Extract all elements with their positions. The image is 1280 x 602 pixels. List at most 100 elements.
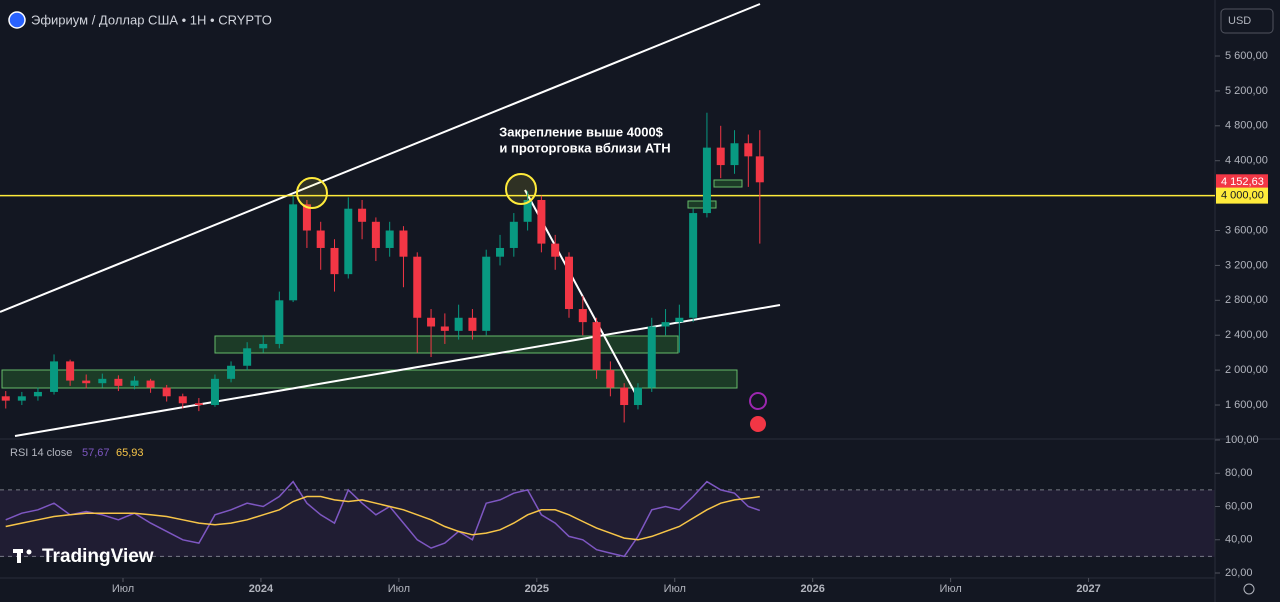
annotation: и проторговка вблизи ATH: [499, 140, 670, 155]
candle-body: [661, 322, 670, 327]
candle-body: [302, 204, 311, 231]
rsi-tick-label: 60,00: [1225, 500, 1253, 512]
candle-body: [592, 322, 601, 371]
candle-body: [316, 230, 325, 248]
candle-body: [66, 361, 75, 381]
candle-body: [730, 143, 739, 166]
candle-body: [537, 199, 546, 244]
candle-body: [82, 380, 91, 384]
candle-body: [564, 256, 573, 310]
candle-body: [385, 230, 394, 248]
candle-body: [702, 147, 711, 214]
x-tick-label: 2026: [800, 583, 824, 595]
x-tick-label: Июл: [112, 583, 134, 595]
candle-body: [689, 213, 698, 318]
zone: [687, 200, 717, 209]
candle-body: [606, 370, 615, 388]
candle-body: [509, 221, 518, 248]
highlight-circle: [296, 177, 328, 209]
rsi-ma-value: 65,93: [116, 447, 144, 459]
x-tick-label: Июл: [664, 583, 686, 595]
candle-body: [194, 403, 203, 406]
candle-body: [578, 309, 587, 323]
candle-body: [427, 317, 436, 327]
event-icon[interactable]: [749, 392, 767, 410]
candle-body: [275, 300, 284, 344]
y-tick-label: 2 800,00: [1225, 294, 1268, 306]
candle-body: [17, 396, 26, 401]
candle-body: [210, 378, 219, 406]
candle-body: [620, 387, 629, 406]
currency-button[interactable]: [1220, 8, 1274, 34]
x-tick-label: 2024: [249, 583, 274, 595]
candle-body: [482, 256, 491, 331]
candle-body: [146, 380, 155, 388]
candle-body: [330, 247, 339, 275]
candle-body: [162, 387, 171, 397]
candle-body: [399, 230, 408, 257]
highlight-circle: [505, 173, 537, 205]
last-price-tag-label: 4 152,63: [1221, 176, 1264, 188]
candle-body: [33, 391, 42, 397]
candle-body: [227, 365, 236, 379]
level-tag-label: 4 000,00: [1221, 190, 1264, 202]
candle-body: [344, 208, 353, 275]
candle-body: [551, 243, 560, 257]
candle-body: [454, 317, 463, 331]
rsi-line: [5, 480, 761, 558]
zone: [713, 179, 743, 188]
candle-body: [440, 326, 449, 331]
candle-body: [98, 378, 107, 384]
candle-body: [114, 378, 123, 386]
candle-body: [1, 396, 10, 401]
candle-body: [289, 204, 298, 301]
settings-icon[interactable]: [1243, 583, 1255, 595]
level-tag: [1216, 187, 1268, 204]
y-tick-label: 2 400,00: [1225, 329, 1268, 341]
candle-body: [178, 396, 187, 404]
rsi-tick-label: 80,00: [1225, 467, 1253, 479]
candle-body: [755, 156, 764, 183]
annotation: Закрепление выше 4000$: [499, 124, 664, 139]
symbol-title: Эфириум / Доллар США • 1H • CRYPTO: [31, 12, 272, 27]
logo-icon: [26, 549, 32, 555]
candle-body: [243, 348, 252, 366]
zone: [214, 335, 679, 354]
candle-body: [716, 147, 725, 166]
y-tick-label: 5 600,00: [1225, 50, 1268, 62]
x-tick-label: 2025: [525, 583, 549, 595]
candle-body: [647, 326, 656, 388]
x-tick-label: Июл: [939, 583, 961, 595]
rsi-value: 57,67: [82, 447, 110, 459]
candle-body: [523, 199, 532, 222]
x-tick-label: 2027: [1076, 583, 1100, 595]
candle-body: [744, 143, 753, 157]
y-tick-label: 1 600,00: [1225, 399, 1268, 411]
zone: [1, 369, 738, 389]
currency[interactable]: USD: [1228, 15, 1251, 27]
logo: TradingView: [42, 546, 154, 567]
rsi-tick-label: 40,00: [1225, 534, 1253, 546]
rsi-band-fill: [0, 490, 1215, 557]
candle-body: [130, 380, 139, 386]
candle-body: [496, 247, 505, 257]
trend-line: [0, 3, 761, 313]
rsi-ma-line: [5, 495, 760, 541]
y-tick-label: 4 400,00: [1225, 155, 1268, 167]
symbol-icon: [8, 11, 26, 29]
rsi-tick-label: 100,00: [1225, 434, 1259, 446]
candle-body: [371, 221, 380, 248]
y-tick-label: 3 200,00: [1225, 259, 1268, 271]
event-icon[interactable]: [750, 416, 766, 432]
y-tick-label: 3 600,00: [1225, 224, 1268, 236]
y-tick-label: 4 800,00: [1225, 120, 1268, 132]
logo-icon: [17, 549, 21, 563]
candle-body: [259, 343, 268, 349]
rsi-legend: RSI 14 close: [10, 447, 72, 459]
candle-body: [358, 208, 367, 222]
candle-body: [675, 317, 684, 323]
candle-body: [413, 256, 422, 318]
candle-body: [50, 361, 59, 392]
